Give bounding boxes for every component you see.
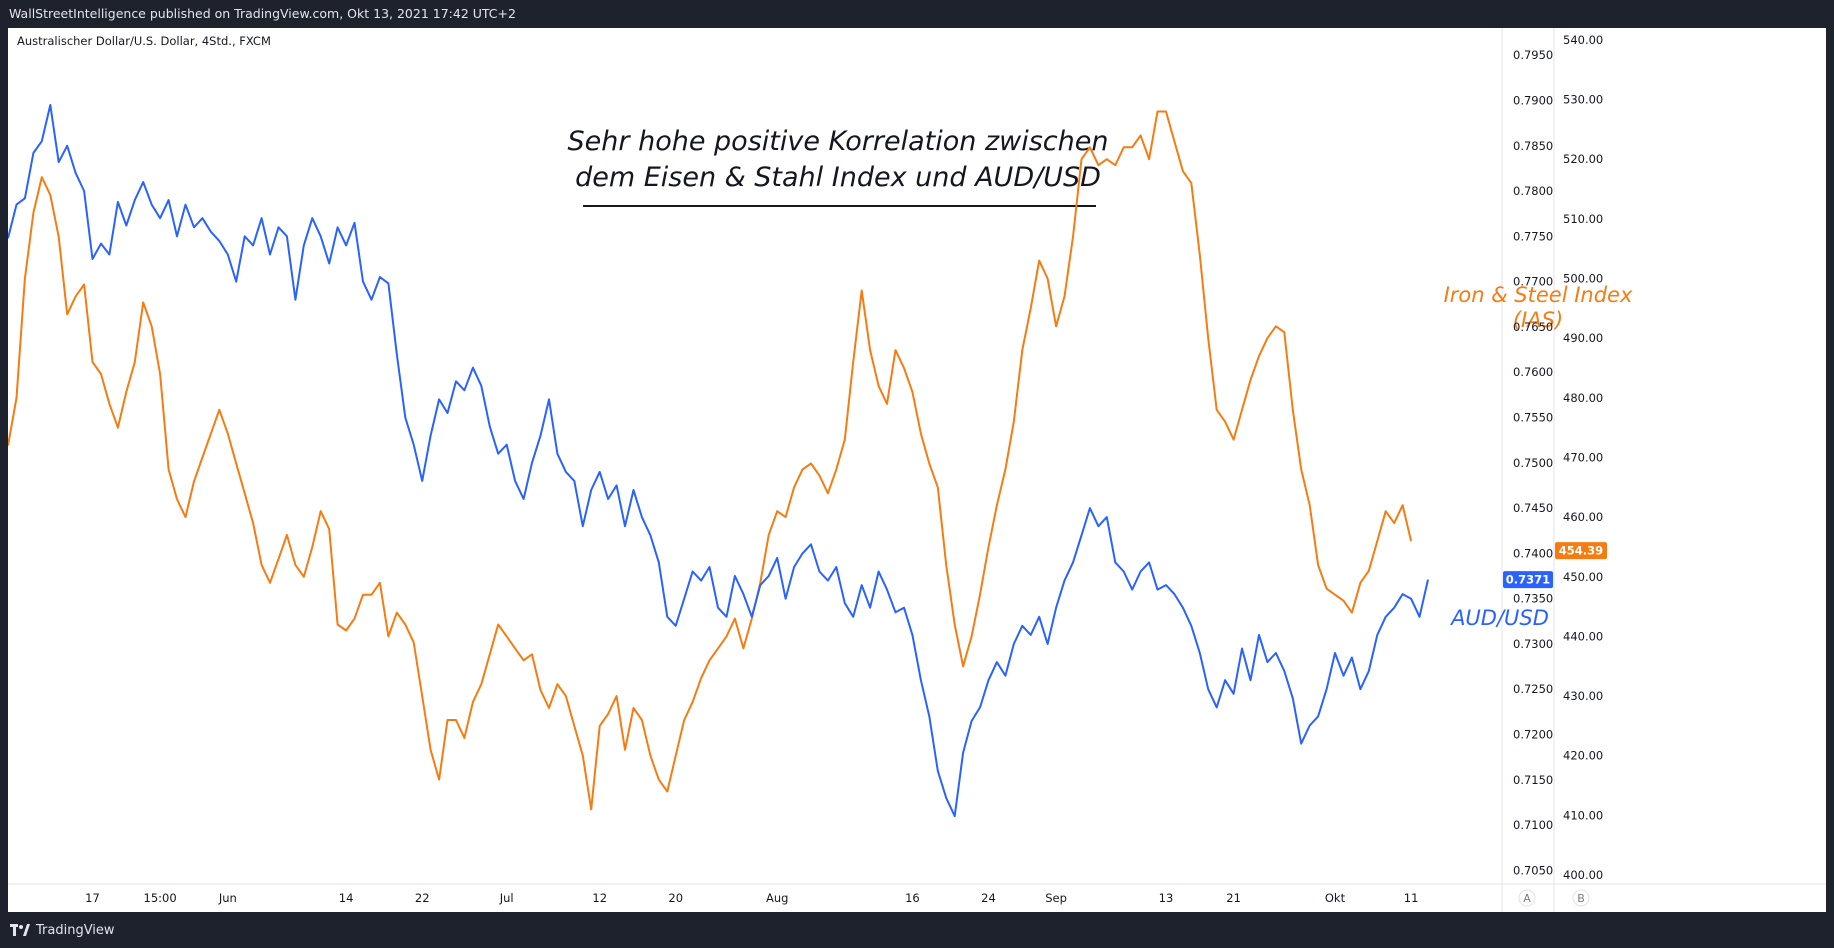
left-axis-tick-label: 0.7450	[1513, 501, 1553, 515]
left-axis-tick-label: 0.7600	[1513, 365, 1553, 379]
ias-last-price: 454.39	[1559, 544, 1603, 558]
time-axis-tick-label: 17	[85, 891, 100, 905]
left-axis-tick-label: 0.7700	[1513, 275, 1553, 289]
time-axis-tick-label: 20	[668, 891, 683, 905]
scale-b-button-ring	[1572, 889, 1590, 907]
right-axis-tick-label: 490.00	[1563, 331, 1603, 345]
left-axis-tick-label: 0.7100	[1513, 818, 1553, 832]
chart-title-line-1: Sehr hohe positive Korrelation zwischen	[568, 126, 1109, 157]
right-axis-tick-label: 470.00	[1563, 451, 1603, 465]
chart-title-line-2: dem Eisen & Stahl Index und AUD/USD	[575, 162, 1101, 193]
left-axis-tick-label: 0.7200	[1513, 728, 1553, 742]
right-axis-tick-label: 450.00	[1563, 570, 1603, 584]
right-axis-tick-label: 510.00	[1563, 212, 1603, 226]
chart-canvas[interactable]: Australischer Dollar/U.S. Dollar, 4Std.,…	[8, 28, 1826, 912]
left-price-scale: 0.7950 0.7900 0.7850 0.7800 0.7750 0.7700 0.76…	[1513, 48, 1553, 877]
chart-frame: Australischer Dollar/U.S. Dollar, 4Std.,…	[8, 28, 1826, 912]
right-axis-tick-label: 400.00	[1563, 868, 1603, 882]
right-axis-tick-label: 540.00	[1563, 33, 1603, 47]
left-axis-tick-label: 0.7300	[1513, 637, 1553, 651]
left-axis-tick-label: 0.7250	[1513, 682, 1553, 696]
right-axis-tick-label: 520.00	[1563, 152, 1603, 166]
right-axis-tick-label: 500.00	[1563, 272, 1603, 286]
right-axis-tick-label: 420.00	[1563, 749, 1603, 763]
time-axis-tick-label: Aug	[766, 891, 788, 905]
left-axis-tick-label: 0.7650	[1513, 320, 1553, 334]
publisher-line: WallStreetIntelligence published on Trad…	[9, 6, 516, 21]
scale-a-button[interactable]: A	[1523, 892, 1531, 905]
ias-series-label-line-1: Iron & Steel Index	[1444, 283, 1633, 307]
time-axis-tick-label: 14	[339, 891, 354, 905]
left-axis-tick-label: 0.7550	[1513, 411, 1553, 425]
left-axis-tick-label: 0.7400	[1513, 546, 1553, 560]
right-axis-tick-label: 410.00	[1563, 808, 1603, 822]
scale-b-button[interactable]: B	[1577, 892, 1585, 905]
tradingview-brand-label: TradingView	[36, 922, 115, 938]
aud-series-label: AUD/USD	[1449, 606, 1549, 630]
ias-series-label-line-2: (IAS)	[1513, 308, 1563, 332]
time-axis-tick-label: 21	[1226, 891, 1241, 905]
ias-last-price-badge	[1555, 542, 1607, 560]
time-axis-tick-label: Okt	[1325, 891, 1346, 905]
aud-last-price: 0.7371	[1506, 573, 1550, 587]
right-axis-tick-label: 480.00	[1563, 391, 1603, 405]
tradingview-brand[interactable]: TradingView	[0, 923, 115, 938]
left-axis-tick-label: 0.7500	[1513, 456, 1553, 470]
left-axis-tick-label: 0.7850	[1513, 139, 1553, 153]
left-axis-tick-label: 0.7150	[1513, 773, 1553, 787]
scale-a-button-ring	[1518, 889, 1536, 907]
right-price-scale: 540.00 530.00 520.00 510.00 500.00 490.00 480.…	[1563, 33, 1603, 882]
time-axis-tick-label: 13	[1159, 891, 1174, 905]
right-axis-tick-label: 440.00	[1563, 629, 1603, 643]
time-axis-tick-label: Jun	[218, 891, 237, 905]
aud-series-line	[8, 104, 1429, 818]
ias-series-line	[8, 110, 1413, 811]
time-scale: 17 15:00 Jun 14 22 Jul 12 20 Aug 16 24 Sep 13 21 Okt 11	[85, 891, 1418, 905]
time-axis-tick-label: 12	[592, 891, 607, 905]
time-axis-tick-label: 16	[905, 891, 920, 905]
left-axis-tick-label: 0.7350	[1513, 592, 1553, 606]
aud-last-price-badge	[1503, 571, 1553, 589]
publisher-bar: WallStreetIntelligence published on Trad…	[0, 0, 1834, 28]
footer-bar: TradingView	[0, 912, 1834, 948]
left-axis-tick-label: 0.7750	[1513, 229, 1553, 243]
symbol-label: Australischer Dollar/U.S. Dollar, 4Std.,…	[17, 34, 271, 48]
time-axis-tick-label: Sep	[1045, 891, 1067, 905]
right-axis-tick-label: 430.00	[1563, 689, 1603, 703]
time-axis-tick-label: 15:00	[144, 891, 177, 905]
left-axis-tick-label: 0.7800	[1513, 184, 1553, 198]
left-axis-tick-label: 0.7950	[1513, 48, 1553, 62]
left-axis-tick-label: 0.7050	[1513, 863, 1553, 877]
time-axis-tick-label: 11	[1404, 891, 1419, 905]
tradingview-logo-icon	[10, 924, 30, 936]
right-axis-tick-label: 530.00	[1563, 93, 1603, 107]
time-axis-tick-label: 24	[981, 891, 996, 905]
right-axis-tick-label: 460.00	[1563, 510, 1603, 524]
time-axis-tick-label: Jul	[499, 891, 514, 905]
time-axis-tick-label: 22	[415, 891, 430, 905]
left-axis-tick-label: 0.7900	[1513, 94, 1553, 108]
